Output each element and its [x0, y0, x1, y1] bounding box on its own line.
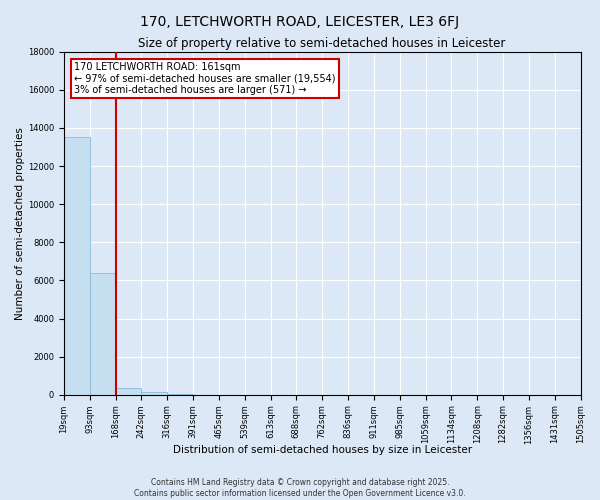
Bar	[64, 138, 90, 395]
Bar	[142, 392, 167, 395]
Bar	[90, 273, 116, 395]
X-axis label: Distribution of semi-detached houses by size in Leicester: Distribution of semi-detached houses by …	[173, 445, 472, 455]
Text: 170, LETCHWORTH ROAD, LEICESTER, LE3 6FJ: 170, LETCHWORTH ROAD, LEICESTER, LE3 6FJ	[140, 15, 460, 29]
Y-axis label: Number of semi-detached properties: Number of semi-detached properties	[15, 127, 25, 320]
Bar	[116, 388, 142, 395]
Text: 170 LETCHWORTH ROAD: 161sqm
← 97% of semi-detached houses are smaller (19,554)
3: 170 LETCHWORTH ROAD: 161sqm ← 97% of sem…	[74, 62, 336, 95]
Text: Contains HM Land Registry data © Crown copyright and database right 2025.
Contai: Contains HM Land Registry data © Crown c…	[134, 478, 466, 498]
Title: Size of property relative to semi-detached houses in Leicester: Size of property relative to semi-detach…	[139, 38, 506, 51]
